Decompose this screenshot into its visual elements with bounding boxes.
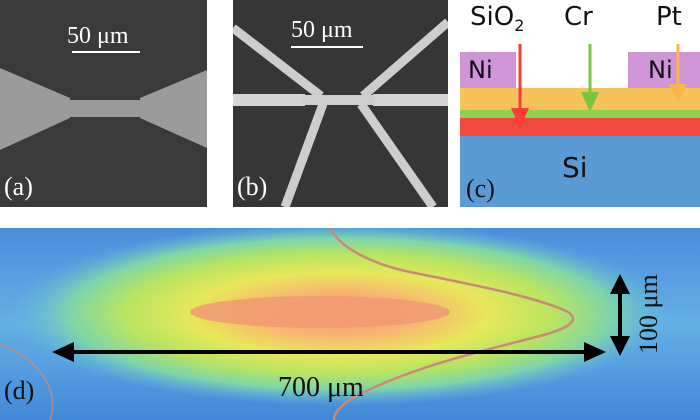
electrode-top-left — [233, 24, 324, 100]
panel-label: (c) — [466, 174, 495, 203]
profile-curve — [328, 228, 575, 420]
cr-layer — [460, 110, 700, 118]
electrode-bottom-left — [280, 102, 328, 207]
sio2-arrow-head — [511, 108, 529, 128]
width-arrow-right-head — [584, 342, 606, 362]
panel-c-layer-stack: SiO2 Cr Pt Ni Ni Si (c) — [458, 0, 700, 207]
panel-d-heatmap — [0, 228, 700, 420]
scale-label: 50 μm — [291, 17, 353, 43]
panel-label: (a) — [4, 172, 33, 201]
cr-arrow-head — [581, 92, 599, 112]
height-arrow-bottom-head — [610, 336, 630, 356]
electrode-bottom-right — [357, 101, 437, 207]
left-electrode — [0, 68, 70, 150]
panel-label: (d) — [4, 376, 35, 405]
sio2-layer — [460, 118, 700, 136]
si-substrate — [460, 136, 700, 207]
electrode-top-right — [360, 18, 448, 100]
ni-pad-right — [628, 52, 700, 88]
sio2-callout: SiO2 — [470, 2, 525, 36]
panel-b-micrograph: 50 μm (b) — [233, 0, 448, 207]
panel-c-schematic — [460, 44, 700, 207]
pt-arrow-head — [669, 84, 687, 104]
bridge-strip — [68, 100, 142, 117]
panel-label: (b) — [237, 172, 268, 201]
width-arrow-left-head — [52, 342, 74, 362]
panel-a-image — [0, 51, 207, 150]
ni-left-label: Ni — [468, 56, 493, 84]
panel-a-micrograph: 50 μm (a) — [0, 0, 207, 207]
edge-curve — [0, 343, 54, 420]
right-electrode — [140, 70, 207, 148]
height-label: 100 μm — [634, 274, 663, 354]
beam-core — [190, 296, 450, 328]
left-strip — [233, 94, 305, 106]
ni-right-label: Ni — [648, 56, 673, 84]
cr-callout: Cr — [564, 2, 593, 32]
right-strip — [373, 94, 448, 106]
ni-pad-left — [460, 52, 516, 88]
bridge-strip — [303, 95, 375, 105]
height-arrow-top-head — [610, 274, 630, 294]
pt-callout: Pt — [656, 2, 682, 32]
panel-b-image — [233, 18, 448, 207]
panel-d-beam-profile: (d) 700 μm 100 μm — [0, 228, 700, 420]
si-label: Si — [562, 151, 588, 184]
pt-layer — [460, 88, 700, 110]
width-label: 700 μm — [278, 372, 364, 403]
scale-label: 50 μm — [67, 23, 129, 49]
